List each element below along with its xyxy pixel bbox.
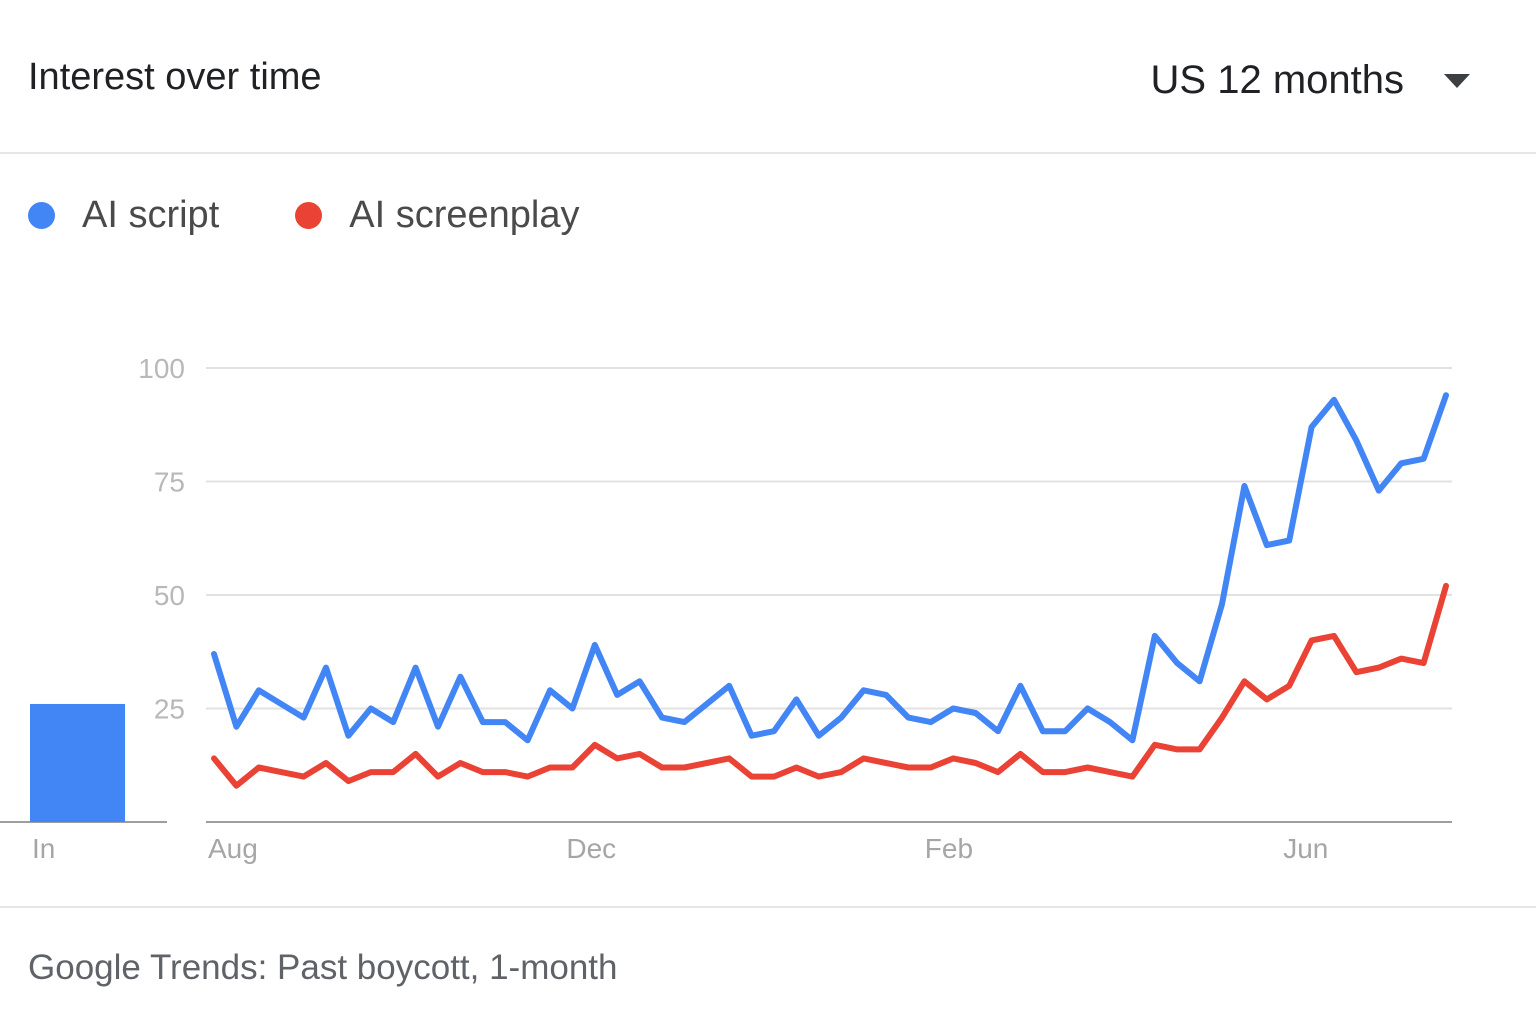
trend-chart: 25 50 75 100 In Aug Dec Feb Jun	[0, 353, 1452, 864]
region-period-label: US 12 months	[1150, 58, 1404, 102]
y-tick-label: 100	[138, 353, 185, 384]
region-period-selector[interactable]: US 12 months	[1151, 58, 1470, 103]
caret-down-icon[interactable]	[1444, 73, 1470, 88]
legend-item-ai-script[interactable]: AI script	[28, 194, 219, 237]
y-tick-label: 25	[154, 694, 185, 725]
card-title: Interest over time	[28, 56, 322, 98]
x-tick-label: Feb	[925, 833, 973, 864]
series-line-ai-screenplay	[211, 582, 1449, 789]
x-tick-label: Jun	[1283, 833, 1328, 864]
footer-divider	[0, 906, 1536, 908]
chart-legend: AI script AI screenplay	[28, 194, 655, 237]
legend-item-ai-screenplay[interactable]: AI screenplay	[295, 194, 579, 237]
legend-dot-icon	[28, 202, 55, 229]
card-header: Interest over time US 12 months	[0, 0, 1536, 154]
legend-label: AI screenplay	[349, 194, 580, 236]
footer-caption: Google Trends: Past boycott, 1-month	[28, 948, 618, 987]
series-line-ai-script	[211, 392, 1449, 744]
legend-dot-icon	[295, 202, 323, 229]
y-tick-label: 50	[154, 580, 185, 611]
x-tick-label: Aug	[208, 833, 258, 864]
average-bar	[30, 703, 125, 822]
y-tick-label: 75	[154, 467, 185, 498]
bar-category-label: In	[32, 833, 55, 864]
x-tick-label: Dec	[566, 833, 616, 864]
legend-label: AI script	[82, 194, 220, 236]
